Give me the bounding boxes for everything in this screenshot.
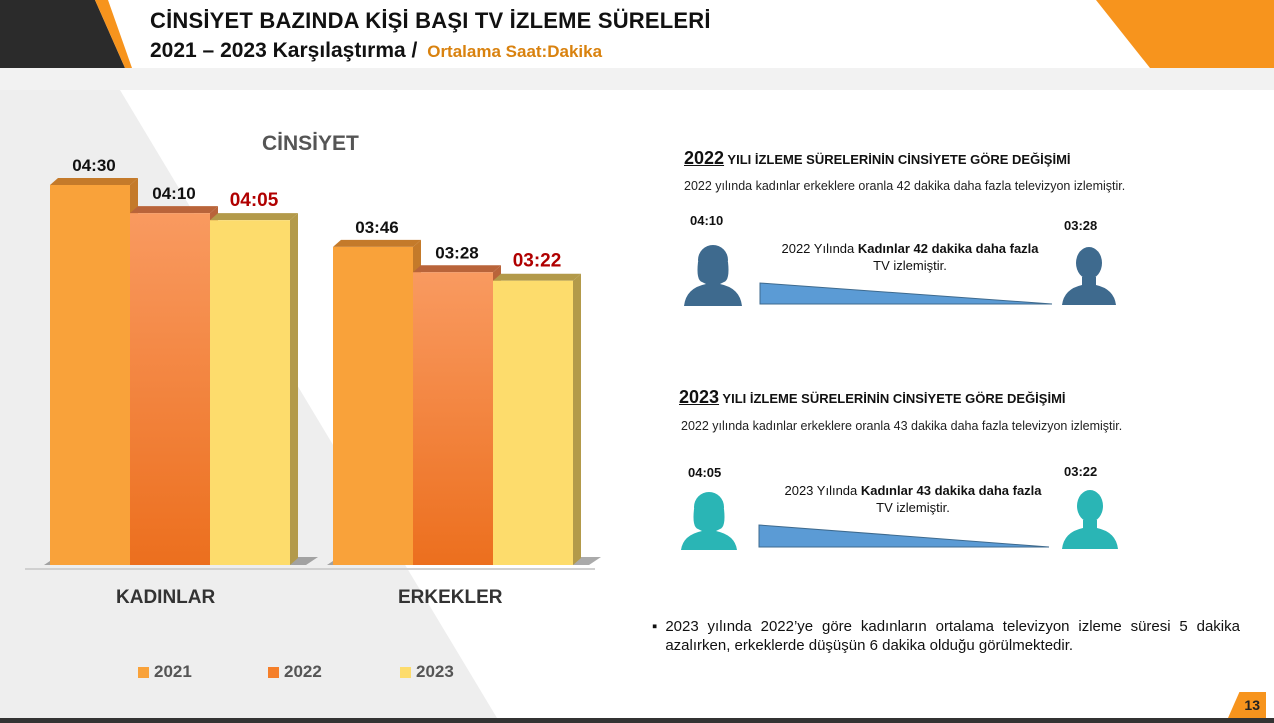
- legend-swatch: [268, 666, 279, 678]
- bottom-bar: [0, 718, 1274, 723]
- data-label: 04:30: [72, 156, 115, 175]
- bar-2023-kadinlar: [210, 220, 290, 565]
- bar-top: [413, 265, 501, 273]
- legend-swatch: [400, 666, 411, 678]
- legend-label: 2021: [154, 662, 192, 681]
- category-label-kadinlar: KADINLAR: [116, 587, 216, 608]
- woman-icon: [684, 245, 742, 306]
- subtitle-text: 2021 – 2023 Karşılaştırma /: [150, 39, 418, 62]
- note-text: 2023 Yılında: [784, 483, 861, 498]
- women-value: 04:10: [690, 213, 724, 228]
- women-value: 04:05: [688, 465, 722, 480]
- page-subtitle: 2021 – 2023 Karşılaştırma / Ortalama Saa…: [150, 39, 602, 63]
- bar-2021-erkekler: [333, 246, 413, 566]
- category-label-erkekler: ERKEKLER: [398, 587, 503, 608]
- bar-top: [130, 206, 218, 214]
- man-icon: [1062, 247, 1116, 305]
- bullet-text: 2023 yılında 2022’ye göre kadınların ort…: [665, 618, 1240, 654]
- note-text: TV izlemiştir.: [876, 500, 950, 515]
- bar-2021-kadinlar: [50, 185, 130, 565]
- bar-top: [333, 239, 421, 247]
- bar-top: [493, 273, 581, 281]
- bar-2023-erkekler: [493, 280, 573, 565]
- bar-top: [210, 213, 298, 221]
- bar-side: [573, 273, 581, 565]
- heading-year: 2022: [684, 148, 725, 168]
- note-bold: Kadınlar 42 dakika daha fazla: [857, 241, 1039, 256]
- bar-2022-kadinlar: [130, 213, 210, 566]
- data-label: 03:46: [355, 218, 398, 237]
- note-text: 2022 Yılında: [781, 241, 858, 256]
- legend-swatch: [138, 666, 149, 678]
- section-2022-text: 2022 yılında kadınlar erkeklere oranla 4…: [684, 179, 1126, 193]
- summary-bullet: ▪ 2023 yılında 2022’ye göre kadınların or…: [652, 617, 1240, 655]
- data-label: 04:10: [152, 184, 195, 203]
- data-label: 03:22: [513, 251, 562, 272]
- men-value: 03:28: [1064, 218, 1098, 233]
- heading-text: YILI İZLEME SÜRELERİNİN CİNSİYETE GÖRE D…: [724, 152, 1071, 167]
- legend-2023: 2023: [400, 662, 454, 682]
- chart-title: CİNSİYET: [262, 132, 359, 155]
- difference-wedge: [759, 282, 1053, 305]
- heading-text: YILI İZLEME SÜRELERİNİN CİNSİYETE GÖRE D…: [719, 391, 1066, 406]
- page-title: CİNSİYET BAZINDA KİŞİ BAŞI TV İZLEME SÜR…: [150, 8, 711, 33]
- note-bold: Kadınlar 43 dakika daha fazla: [860, 483, 1042, 498]
- unit-label: Ortalama Saat:Dakika: [427, 42, 603, 61]
- bar-2022-erkekler: [413, 272, 493, 565]
- section-2023-text: 2022 yılında kadınlar erkeklere oranla 4…: [681, 419, 1123, 433]
- heading-year: 2023: [679, 387, 720, 407]
- men-value: 03:22: [1064, 464, 1098, 479]
- bar-side: [290, 213, 298, 565]
- section-2023-heading: 2023 YILI İZLEME SÜRELERİNİN CİNSİYETE G…: [679, 387, 1066, 408]
- woman-icon: [681, 492, 737, 550]
- section-2022-note: 2022 Yılında Kadınlar 42 dakika daha faz…: [780, 240, 1040, 274]
- bullet-icon: ▪: [652, 618, 658, 635]
- legend-2021: 2021: [138, 662, 192, 682]
- legend-label: 2022: [284, 662, 322, 681]
- data-label: 04:05: [230, 190, 279, 211]
- legend-label: 2023: [416, 662, 454, 681]
- section-2022-heading: 2022 YILI İZLEME SÜRELERİNİN CİNSİYETE G…: [684, 148, 1071, 169]
- bar-chart: 04:30 04:10 04:05 03:46 03:28 03:22: [25, 156, 601, 570]
- note-text: TV izlemiştir.: [873, 258, 947, 273]
- difference-wedge: [758, 524, 1050, 548]
- legend-2022: 2022: [268, 662, 322, 682]
- data-label: 03:28: [435, 243, 478, 262]
- bar-top: [50, 178, 138, 185]
- man-icon: [1062, 490, 1118, 549]
- section-2023-note: 2023 Yılında Kadınlar 43 dakika daha faz…: [783, 482, 1043, 516]
